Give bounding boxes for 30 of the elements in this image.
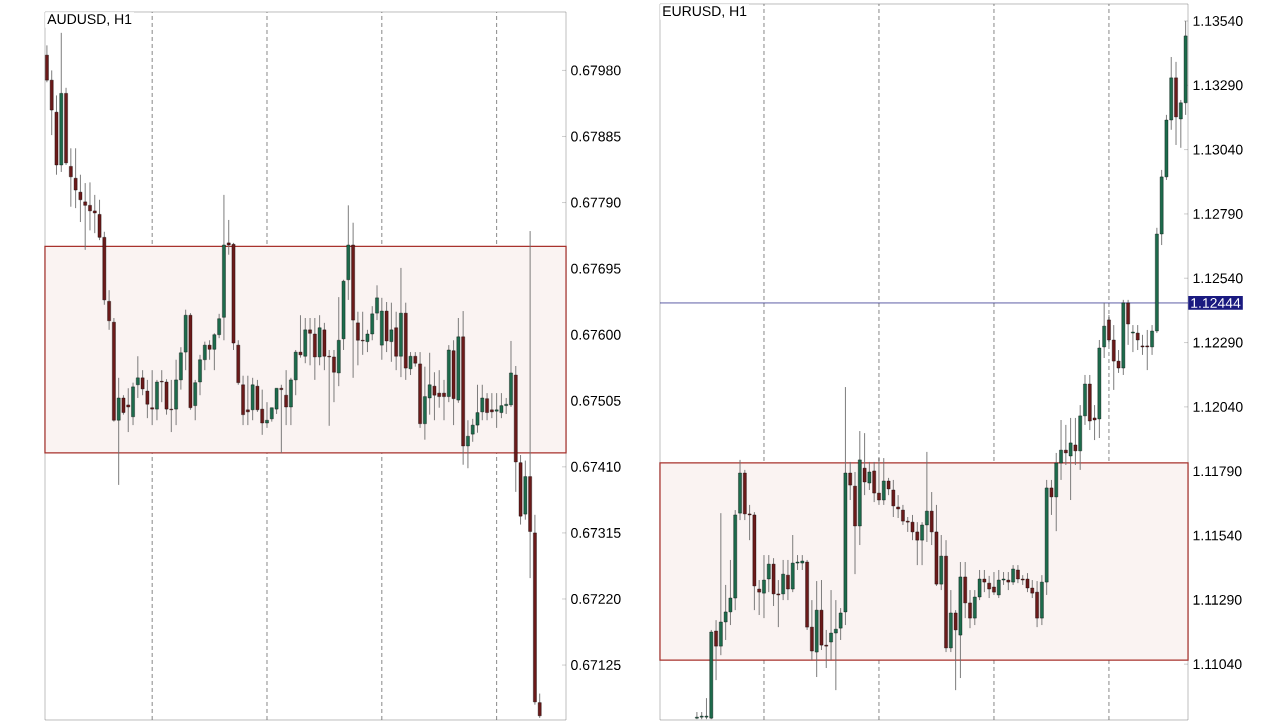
y-tick-label: 1.12540: [1193, 273, 1243, 284]
chart-title: AUDUSD, H1: [47, 14, 132, 26]
y-tick-label: 0.67790: [571, 197, 621, 208]
chart-title: EURUSD, H1: [663, 6, 747, 18]
y-tick-label: 1.11540: [1193, 530, 1242, 541]
candlestick: [1135, 324, 1140, 351]
y-tick-label: 0.67315: [571, 528, 621, 538]
y-tick-label: 1.13540: [1193, 16, 1243, 26]
y-tick-label: 1.11040: [1193, 659, 1242, 670]
y-tick-label: 1.12790: [1193, 209, 1243, 219]
y-tick-label: 0.67980: [571, 65, 621, 76]
y-tick-label: 0.67125: [571, 660, 621, 671]
y-tick-label: 0.67410: [571, 461, 621, 472]
candlestick: [140, 369, 145, 396]
y-tick-label: 0.67885: [571, 131, 621, 142]
y-tick-label: 1.12290: [1193, 337, 1243, 348]
y-tick-label: 1.13040: [1193, 144, 1243, 155]
candlestick: [78, 174, 83, 223]
candlestick: [73, 147, 78, 209]
y-tick-label: 0.67220: [571, 594, 621, 604]
candlestick: [145, 379, 150, 419]
y-tick-label: 0.67600: [571, 329, 621, 340]
y-tick-label: 0.67695: [571, 263, 621, 274]
ref-line-label: 1.12444: [1191, 298, 1241, 308]
candlestick: [69, 147, 73, 208]
y-tick-label: 0.67505: [571, 395, 621, 406]
y-tick-label: 1.11790: [1193, 466, 1242, 477]
y-tick-label: 1.13290: [1193, 80, 1243, 91]
y-tick-label: 1.11290: [1193, 594, 1242, 605]
y-tick-label: 1.12040: [1193, 401, 1243, 412]
